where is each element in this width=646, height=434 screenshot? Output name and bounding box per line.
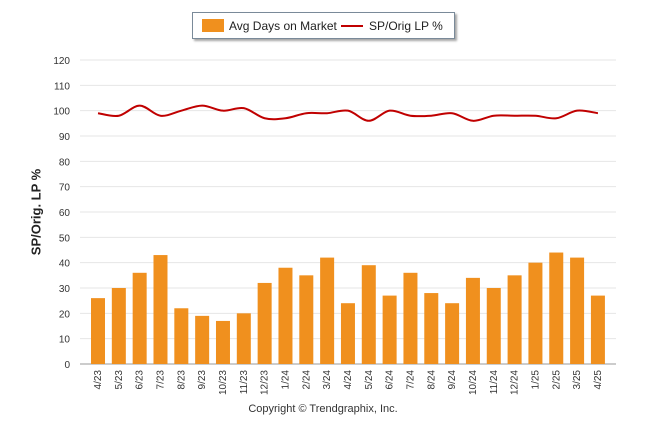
bar [299,275,314,364]
y-tick-label: 70 [59,183,71,194]
x-tick-label: 7/23 [155,370,166,390]
x-tick-label: 4/23 [93,370,104,390]
legend-label-line: SP/Orig LP % [369,19,443,33]
bar [278,267,293,364]
bar [215,320,230,364]
bar [382,295,397,364]
legend: Avg Days on Market SP/Orig LP % [192,12,455,39]
x-tick-label: 12/23 [260,370,271,395]
legend-swatch-line [341,25,363,27]
y-tick-label: 90 [59,132,71,143]
bar [403,272,418,364]
bar [445,303,460,364]
y-axis-ticks: 0 10 20 30 40 50 60 70 80 90 100 110 120 [53,56,70,371]
bar [424,293,439,364]
bar [465,277,480,364]
y-axis-label: SP/Orig. LP % [28,168,44,256]
bar [174,308,189,364]
bar-series [91,252,605,364]
x-tick-label: 1/24 [280,370,291,390]
line-series-path [97,104,599,122]
bar [528,262,543,364]
x-tick-label: 6/24 [385,370,396,390]
y-tick-label: 30 [59,284,71,295]
bar [257,282,272,364]
legend-swatch-bar [202,19,224,32]
y-tick-label: 120 [53,56,70,67]
x-tick-label: 2/25 [551,370,562,390]
y-tick-label: 20 [59,309,71,320]
x-axis-ticks: 4/23 5/23 6/23 7/23 8/23 9/23 10/23 11/23 12/23 1… [93,370,604,395]
x-tick-label: 6/23 [135,370,146,390]
x-tick-label: 8/23 [176,370,187,390]
bar [340,303,355,364]
bar [111,288,126,364]
bar [570,257,585,364]
copyright-text: Copyright © Trendgraphix, Inc. [248,403,398,415]
bar [486,288,501,364]
x-tick-label: 10/24 [468,370,479,395]
y-tick-label: 0 [64,360,70,371]
y-tick-label: 100 [53,107,70,118]
x-tick-label: 12/24 [510,370,521,395]
x-tick-label: 1/25 [530,370,541,390]
bar [236,313,251,364]
x-tick-label: 8/24 [426,370,437,390]
bar [507,275,522,364]
x-tick-label: 5/24 [364,370,375,390]
bar [361,265,376,364]
x-tick-label: 5/23 [114,370,125,390]
x-tick-label: 3/25 [572,370,583,390]
x-tick-label: 11/24 [489,370,500,395]
x-tick-label: 9/24 [447,370,458,390]
y-tick-label: 110 [54,81,70,92]
bar [590,295,605,364]
bar [320,257,335,364]
y-tick-label: 80 [59,157,71,168]
x-tick-label: 4/24 [343,370,354,390]
y-tick-label: 10 [59,335,71,346]
bar [132,272,147,364]
legend-label-bar: Avg Days on Market [229,19,337,33]
y-tick-label: 50 [59,233,71,244]
x-tick-label: 7/24 [405,370,416,390]
line-series [97,104,599,122]
x-tick-label: 9/23 [197,370,208,390]
x-tick-label: 4/25 [593,370,604,390]
x-tick-label: 3/24 [322,370,333,390]
bar [91,298,105,364]
bar [549,252,564,364]
y-tick-label: 40 [59,259,71,270]
bar [195,315,210,364]
x-tick-label: 2/24 [301,370,312,390]
bar [153,255,168,364]
x-tick-label: 10/23 [218,370,229,395]
x-tick-label: 11/23 [239,370,250,395]
y-tick-label: 60 [59,208,71,219]
